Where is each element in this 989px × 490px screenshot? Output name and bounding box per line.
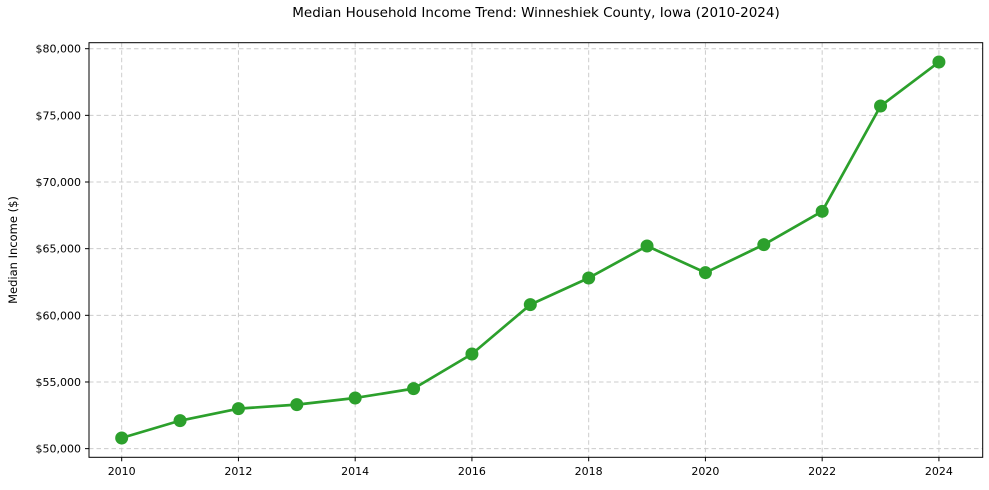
data-point-2019 (640, 239, 654, 253)
data-point-2014 (348, 391, 362, 405)
data-point-2017 (523, 298, 537, 312)
x-tick-label: 2024 (925, 465, 953, 478)
data-point-2016 (465, 347, 479, 361)
chart-title: Median Household Income Trend: Winneshie… (292, 5, 780, 21)
data-point-2013 (290, 398, 304, 412)
y-tick-label: $65,000 (36, 243, 82, 256)
x-tick-label: 2022 (808, 465, 836, 478)
data-point-2010 (115, 431, 129, 445)
trend-line (120, 60, 941, 440)
plot-border (88, 42, 984, 458)
x-tick-label: 2010 (108, 465, 136, 478)
y-tick-label: $80,000 (36, 43, 82, 56)
y-tick-label: $60,000 (36, 309, 82, 322)
data-point-2020 (698, 266, 712, 280)
data-point-2024 (932, 55, 946, 69)
x-tick-label: 2014 (341, 465, 369, 478)
x-tick-label: 2020 (691, 465, 719, 478)
x-tick-label: 2016 (458, 465, 486, 478)
y-tick-label: $55,000 (36, 376, 82, 389)
data-point-2023 (874, 99, 888, 113)
data-point-2022 (815, 204, 829, 218)
x-tick-label: 2012 (224, 465, 252, 478)
data-point-2012 (231, 402, 245, 416)
data-point-2018 (582, 271, 596, 285)
y-tick-label: $50,000 (36, 443, 82, 456)
data-point-2021 (757, 238, 771, 252)
y-tick-label: $70,000 (36, 176, 82, 189)
y-tick-label: $75,000 (36, 109, 82, 122)
data-point-2011 (173, 414, 187, 428)
x-tick-label: 2018 (575, 465, 603, 478)
data-point-2015 (407, 382, 421, 396)
